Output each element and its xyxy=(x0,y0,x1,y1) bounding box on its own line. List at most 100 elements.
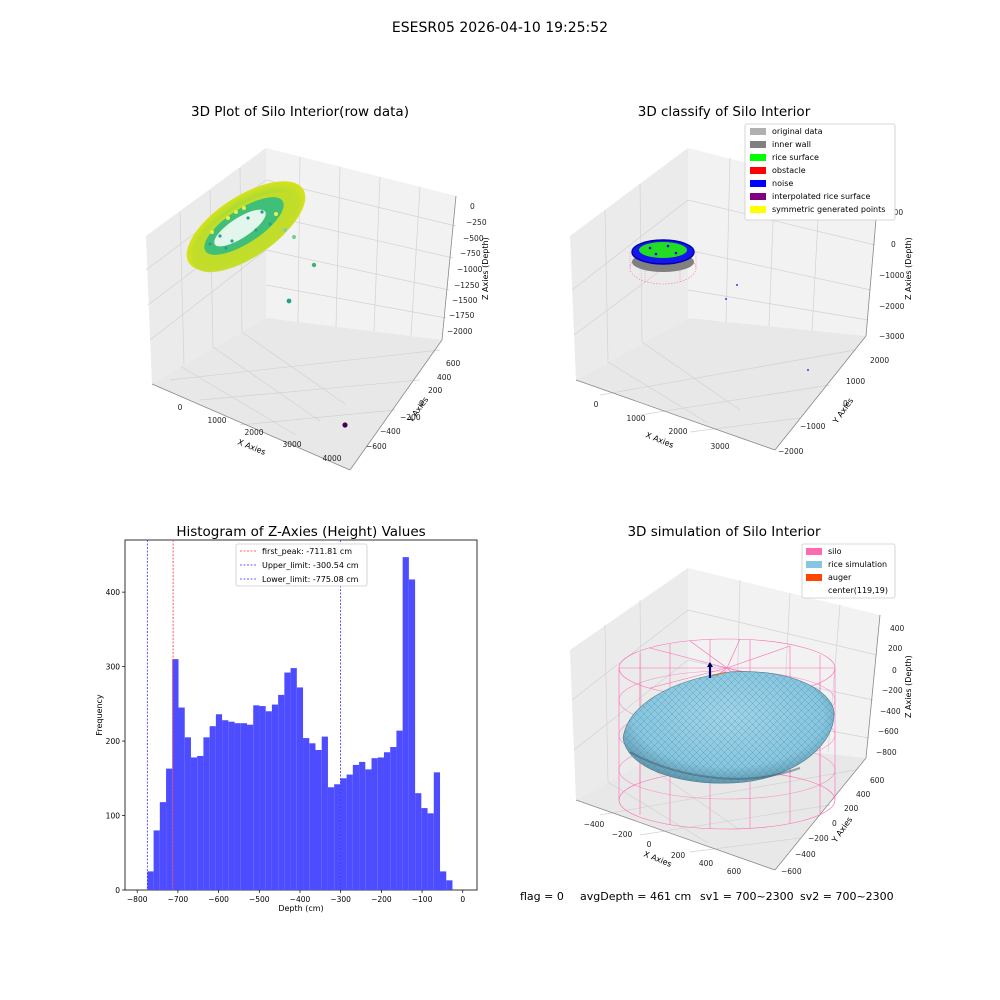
svg-text:−200: −200 xyxy=(400,413,421,422)
classify-z-ticks: 1000 0 −1000 −2000 −3000 xyxy=(879,208,905,341)
legend-swatch xyxy=(750,193,766,200)
histogram-x-ticks: −800 −700 −600 −500 −400 −300 −200 −100 0 xyxy=(127,890,465,904)
y-tick-label: 200 xyxy=(106,737,121,746)
svg-text:600: 600 xyxy=(870,776,885,785)
svg-text:−200: −200 xyxy=(612,830,633,839)
svg-text:400: 400 xyxy=(856,790,871,799)
histogram-bar xyxy=(390,747,397,890)
panel-simulation-3d: 3D simulation of Silo Interior xyxy=(570,524,913,876)
histogram-bar xyxy=(402,557,409,890)
legend-label: silo xyxy=(828,547,842,556)
legend-swatch xyxy=(750,141,766,148)
histogram-bar xyxy=(147,871,154,890)
histogram-bars xyxy=(147,557,453,890)
svg-text:1000: 1000 xyxy=(626,414,645,423)
raw-outlier-point xyxy=(311,262,317,268)
svg-text:2000: 2000 xyxy=(668,427,687,436)
simulation-x-ticks: −400 −200 0 200 400 600 xyxy=(584,820,742,876)
y-tick-label: 400 xyxy=(106,588,121,597)
histogram-bar xyxy=(290,668,297,890)
histogram-vlines xyxy=(146,540,341,890)
svg-text:−2000: −2000 xyxy=(879,302,905,311)
raw-gridlines xyxy=(145,156,457,436)
panel-raw-3d: 3D Plot of Silo Interior(row data) xyxy=(145,104,490,471)
svg-text:0: 0 xyxy=(843,399,848,408)
svg-text:−250: −250 xyxy=(466,218,487,227)
histogram-title: Histogram of Z-Axies (Height) Values xyxy=(176,524,425,540)
svg-text:0: 0 xyxy=(419,399,424,408)
simulation-3d-title: 3D simulation of Silo Interior xyxy=(627,524,821,540)
classify-legend: original data inner wall rice surface ob… xyxy=(744,123,896,221)
histogram-bar xyxy=(228,721,235,890)
svg-text:−400: −400 xyxy=(584,820,605,829)
legend-label: inner wall xyxy=(772,140,811,149)
svg-text:600: 600 xyxy=(727,867,742,876)
histogram-bar xyxy=(427,813,434,890)
svg-text:−200: −200 xyxy=(808,834,829,843)
histogram-bar xyxy=(222,720,229,890)
x-tick-label: −700 xyxy=(168,895,189,904)
histogram-bar xyxy=(296,687,304,890)
auger-marker xyxy=(707,662,727,678)
svg-text:−800: −800 xyxy=(876,748,897,757)
histogram-bar xyxy=(321,736,328,890)
histogram-bar xyxy=(408,579,416,890)
legend-label: symmetric generated points xyxy=(772,205,885,214)
legend-swatch xyxy=(806,548,822,555)
svg-text:1000: 1000 xyxy=(846,377,865,386)
histogram-y-ticks: 0 100 200 300 400 xyxy=(106,588,125,895)
histogram-bar xyxy=(340,778,347,890)
legend-swatch xyxy=(806,561,822,568)
raw-z-ticks: 0 −250 −500 −750 −1000 −1250 −1500 −1750… xyxy=(447,202,487,336)
svg-text:−400: −400 xyxy=(795,850,816,859)
histogram-bar xyxy=(197,755,204,890)
histogram-bar xyxy=(172,659,179,890)
histogram-x-label: Depth (cm) xyxy=(278,904,323,913)
legend-label: rice simulation xyxy=(828,560,887,569)
histogram-y-label: Frequency xyxy=(95,694,104,736)
svg-text:−400: −400 xyxy=(880,707,901,716)
x-tick-label: −400 xyxy=(290,895,311,904)
noise-point xyxy=(736,284,738,286)
svg-text:0: 0 xyxy=(178,403,183,412)
histogram-bar xyxy=(240,723,247,890)
svg-text:400: 400 xyxy=(890,624,905,633)
svg-text:600: 600 xyxy=(446,359,461,368)
histogram-bar xyxy=(253,705,260,890)
raw-point-cloud xyxy=(186,181,348,428)
legend-swatch xyxy=(750,128,766,135)
x-tick-label: −500 xyxy=(249,895,270,904)
svg-text:−600: −600 xyxy=(781,867,802,876)
noise-point xyxy=(807,369,809,371)
svg-text:−600: −600 xyxy=(366,442,387,451)
simulation-z-label: Z Axies (Depth) xyxy=(904,655,913,718)
histogram-bar xyxy=(377,757,384,890)
raw-right-pane xyxy=(266,148,456,340)
svg-text:200: 200 xyxy=(671,851,686,860)
noise-point xyxy=(725,298,727,300)
sv2-text: sv2 = 700~2300 xyxy=(800,890,894,903)
x-tick-label: −300 xyxy=(330,895,351,904)
y-tick-label: 300 xyxy=(106,663,121,672)
histogram-bar xyxy=(271,704,279,890)
histogram-bar xyxy=(203,737,210,890)
raw-y-ticks: 600 400 200 0 −200 −400 −600 xyxy=(366,359,461,451)
histogram-bar xyxy=(346,774,353,890)
legend-label: noise xyxy=(772,179,793,188)
legend-label: Lower_limit: -775.08 cm xyxy=(262,575,359,584)
svg-text:3000: 3000 xyxy=(710,442,729,451)
classify-x-ticks: 0 1000 2000 3000 xyxy=(594,400,730,451)
svg-text:2000: 2000 xyxy=(870,356,889,365)
classify-z-label: Z Axies (Depth) xyxy=(904,237,913,300)
flag-text: flag = 0 xyxy=(520,890,564,903)
raw-floor-pane xyxy=(152,318,442,470)
svg-text:−2000: −2000 xyxy=(778,447,804,456)
x-tick-label: −800 xyxy=(127,895,148,904)
svg-text:200: 200 xyxy=(428,386,443,395)
simulation-z-ticks: 400 200 0 −200 −400 −600 −800 xyxy=(876,624,905,757)
histogram-bar xyxy=(440,871,447,890)
simulation-y-ticks: 600 400 200 0 −200 −400 −600 xyxy=(781,776,885,876)
raw-outlier-point xyxy=(286,298,292,304)
histogram-bar xyxy=(415,793,422,890)
